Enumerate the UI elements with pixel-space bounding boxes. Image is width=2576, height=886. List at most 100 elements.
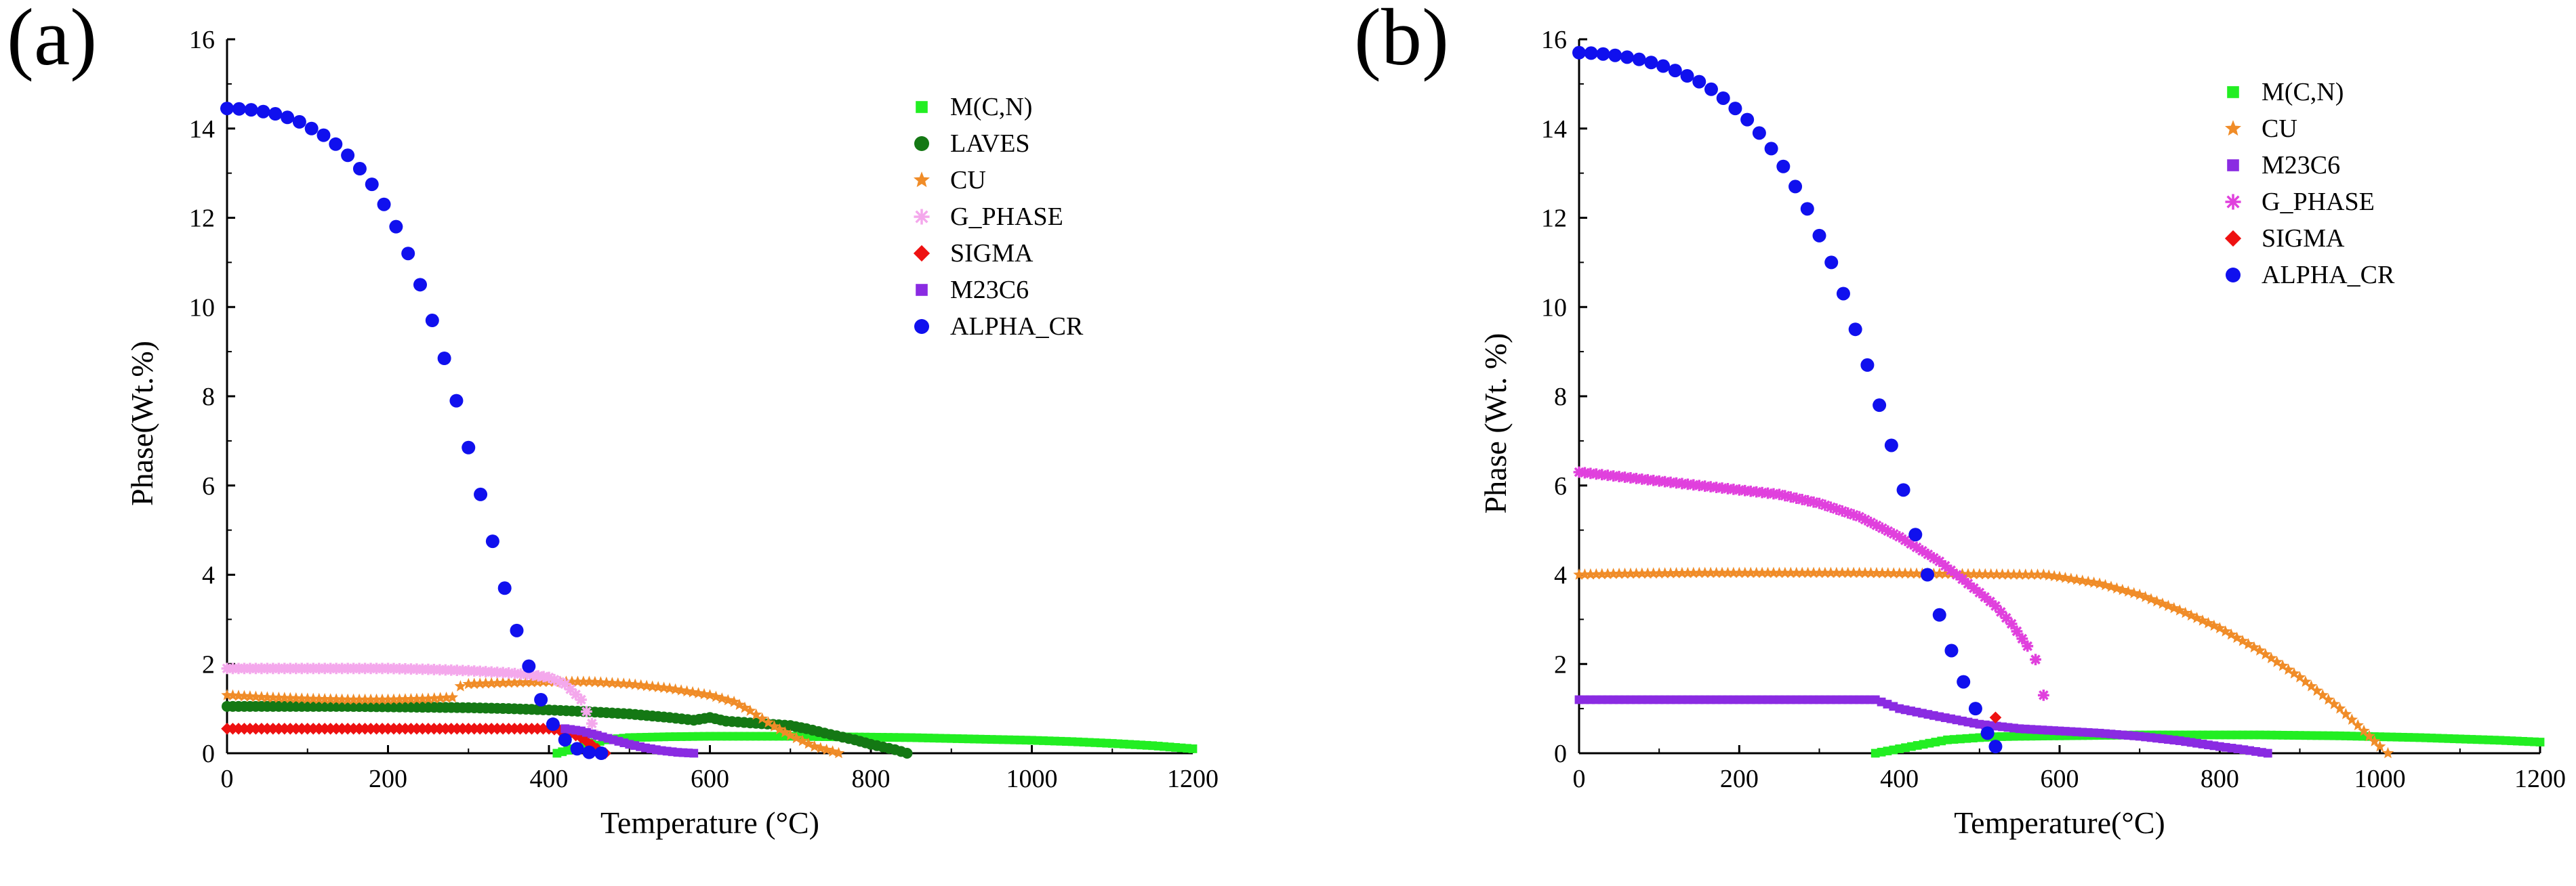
- data-point: [497, 677, 509, 688]
- data-point: [2253, 644, 2266, 656]
- data-point: [1910, 541, 1923, 553]
- data-point: [2282, 663, 2295, 675]
- legend-marker: [2224, 230, 2242, 247]
- data-point: [365, 177, 379, 192]
- data-point: [1791, 492, 1803, 504]
- x-tick-label: 1200: [1167, 765, 1219, 793]
- data-point: [313, 692, 325, 704]
- data-point: [440, 692, 453, 703]
- data-point: [1980, 726, 1995, 740]
- data-point: [1774, 488, 1785, 501]
- data-point: [1962, 578, 1974, 590]
- y-tick-label: 0: [202, 740, 215, 768]
- legend-marker: [914, 136, 929, 151]
- data-point: [2369, 735, 2381, 746]
- legend-label: LAVES: [950, 129, 1030, 158]
- data-point: [515, 668, 527, 680]
- data-point: [239, 662, 250, 675]
- data-point: [600, 676, 613, 688]
- data-point: [2099, 578, 2112, 591]
- data-point: [244, 103, 258, 117]
- data-point: [901, 748, 913, 759]
- data-point: [394, 662, 405, 675]
- data-point: [2082, 575, 2094, 587]
- data-point: [1899, 567, 1911, 579]
- data-point: [1967, 582, 1980, 594]
- data-point: [522, 659, 536, 673]
- data-point: [680, 685, 693, 697]
- data-point: [2059, 572, 2072, 583]
- legend-label: M23C6: [950, 276, 1029, 304]
- data-point: [1979, 568, 1991, 580]
- y-tick-label: 8: [1554, 383, 1567, 411]
- data-point: [1870, 520, 1883, 531]
- data-point: [1876, 567, 1889, 578]
- data-point: [2156, 597, 2169, 609]
- data-point: [2168, 602, 2180, 614]
- data-point: [652, 681, 664, 692]
- data-point: [304, 121, 319, 135]
- data-point: [399, 663, 411, 675]
- x-axis-title: Temperature (°C): [600, 805, 819, 840]
- data-point: [1860, 358, 1875, 372]
- data-point: [2535, 738, 2545, 746]
- data-point: [325, 662, 337, 675]
- data-point: [1704, 481, 1717, 493]
- data-point: [1590, 568, 1603, 580]
- y-axis-title: Phase(Wt.%): [125, 341, 159, 506]
- data-point: [2373, 740, 2386, 752]
- data-point: [554, 676, 566, 688]
- series-alpha-cr: [1572, 45, 2003, 754]
- data-point: [1894, 531, 1906, 543]
- series-g-phase: [221, 662, 603, 742]
- data-point: [1596, 469, 1608, 481]
- data-point: [2316, 689, 2329, 700]
- data-point: [342, 693, 354, 705]
- data-point: [2022, 640, 2034, 652]
- legend-label: CU: [2262, 114, 2297, 143]
- data-point: [1728, 102, 1742, 116]
- data-point: [1590, 468, 1602, 480]
- data-point: [1653, 567, 1665, 578]
- data-point: [1796, 494, 1808, 505]
- data-point: [646, 680, 659, 692]
- data-point: [281, 110, 295, 125]
- data-point: [220, 102, 234, 116]
- data-point: [722, 694, 734, 706]
- data-point: [546, 717, 560, 732]
- data-point: [594, 676, 607, 688]
- data-point: [2202, 616, 2215, 629]
- legend-marker: [914, 319, 929, 334]
- data-point: [815, 742, 827, 753]
- data-point: [1653, 475, 1665, 487]
- data-point: [1744, 485, 1757, 497]
- legend-marker: [914, 171, 930, 188]
- data-point: [307, 662, 319, 675]
- data-point: [1800, 202, 1814, 216]
- data-point: [2333, 702, 2346, 714]
- y-tick-label: 16: [1541, 26, 1567, 54]
- data-point: [2087, 576, 2100, 588]
- data-point: [1636, 567, 1648, 579]
- data-point: [416, 663, 428, 675]
- data-point: [1648, 567, 1660, 579]
- data-point: [2145, 593, 2157, 605]
- data-point: [809, 740, 821, 752]
- data-point: [284, 692, 297, 704]
- data-point: [1988, 740, 2003, 754]
- data-point: [558, 733, 572, 747]
- data-point: [1716, 482, 1728, 494]
- data-point: [1932, 608, 1946, 622]
- data-point: [640, 679, 653, 692]
- y-tick-label: 16: [189, 26, 215, 54]
- data-point: [389, 219, 403, 234]
- data-point: [703, 689, 716, 700]
- data-point: [376, 662, 388, 675]
- data-point: [370, 693, 383, 705]
- data-point: [1896, 483, 1910, 497]
- data-point: [534, 692, 548, 706]
- data-point: [250, 662, 262, 675]
- data-point: [2016, 633, 2028, 645]
- data-point: [1995, 606, 2007, 618]
